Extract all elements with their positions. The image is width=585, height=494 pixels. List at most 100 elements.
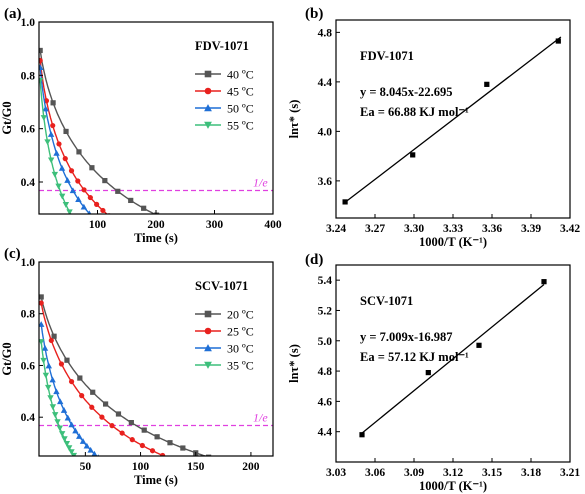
data-point [125,227,130,232]
legend-label: 40 ºC [227,68,254,82]
data-point [64,357,70,363]
data-point [180,224,185,229]
legend-label: 35 ºC [227,359,254,373]
y-tick-label: 0.4 [21,412,36,424]
data-point [56,141,62,147]
chart-title: FDV-1071 [360,49,414,63]
data-point [113,234,119,240]
data-point [44,384,52,391]
data-point [81,231,87,237]
data-point [85,235,91,241]
data-point [106,463,112,469]
data-point [39,77,44,84]
fit-annotation: Ea = 57.12 KJ mol⁻¹ [360,350,469,364]
data-point [47,157,55,164]
y-axis-label: Gt/G0 [0,342,14,375]
data-point [66,209,73,214]
data-point [57,398,64,405]
data-point [102,401,109,407]
data-point [149,448,156,454]
data-point [64,414,72,421]
y-tick-label: 5.4 [318,275,333,287]
y-tick-label: 4.4 [318,427,333,439]
y-tick-label: 0.8 [21,309,36,321]
data-point [79,438,87,444]
plot-frame [38,261,274,457]
legend-marker [204,361,212,369]
x-axis-label: Time (s) [134,473,178,487]
data-point [51,412,59,418]
legend-marker [204,327,212,335]
chart-title: FDV-1071 [195,39,249,53]
data-point [51,171,59,178]
y-tick-label: 0.6 [21,360,36,372]
data-point [100,207,106,214]
data-point [541,279,547,285]
y-tick-label: 1.0 [21,257,36,269]
reference-line-label: 1/e [253,410,268,424]
data-point [270,249,275,254]
legend-label: 55 ºC [227,119,254,133]
data-point [50,122,56,129]
data-point [65,445,73,452]
data-point [54,419,61,425]
data-point [139,442,145,449]
data-point [44,139,51,146]
data-point [211,471,216,476]
x-tick-label: 3.03 [326,467,346,479]
data-point [68,421,75,428]
panel-label: (d) [305,252,323,268]
x-tick-label: 100 [89,219,107,231]
data-point [99,458,105,464]
data-point [87,194,93,201]
x-tick-label: 3.27 [365,223,385,235]
data-point [39,294,44,300]
series-line [40,302,166,456]
data-point [51,333,57,339]
fit-annotation: Ea = 66.88 KJ mol⁻¹ [360,105,469,119]
legend-label: 20 ºC [227,308,254,322]
data-point [219,237,224,242]
data-point [39,57,43,64]
legend-label: 45 ºC [227,85,254,99]
data-point [206,454,212,456]
y-tick-label: 1.0 [21,17,36,29]
data-point [77,375,83,381]
data-point [119,223,124,228]
data-point [53,388,60,395]
data-point [232,240,237,245]
x-tick-label: 3.24 [326,223,346,235]
data-point [88,239,94,245]
data-point [76,433,83,439]
data-point [41,344,49,351]
y-tick-label: 5.0 [318,336,333,348]
y-tick-label: 4.4 [318,77,333,89]
x-tick-label: 3.21 [560,467,580,479]
y-tick-label: 4.8 [318,366,333,378]
x-tick-label: 3.18 [521,467,541,479]
fit-annotation: y = 7.009x-16.987 [360,330,453,344]
data-point [219,459,224,464]
legend-marker [204,121,212,129]
data-point [62,202,70,208]
data-point [47,395,54,402]
data-point [63,440,71,447]
y-axis-label: lnτ* (s) [287,100,301,139]
legend-label: 50 ºC [227,102,254,116]
data-point [59,193,66,200]
data-point [49,404,57,411]
data-point [257,246,262,251]
data-point [153,212,160,214]
y-tick-label: 0.6 [21,124,36,136]
data-point [40,115,48,121]
x-tick-label: 3.33 [443,223,463,235]
legend-label: 30 ºC [227,342,254,356]
x-tick-label: 3.06 [365,467,385,479]
data-point [96,245,102,251]
data-point [68,449,75,456]
data-point [102,177,108,184]
data-point [555,38,561,44]
data-point [90,389,96,395]
data-point [113,218,118,223]
